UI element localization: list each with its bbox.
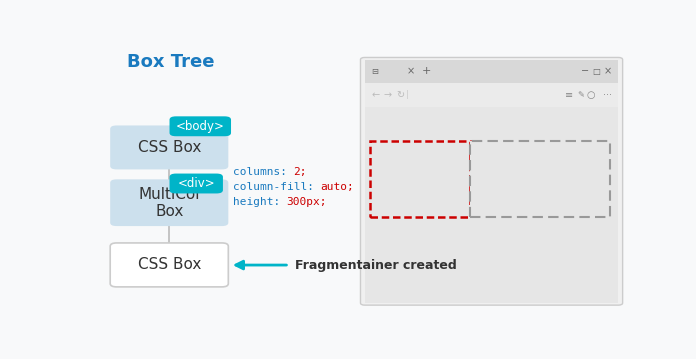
Text: →: →: [383, 90, 392, 100]
Text: MultiCol
Box: MultiCol Box: [139, 187, 200, 219]
Text: column-fill:: column-fill:: [232, 182, 320, 192]
Text: □: □: [592, 67, 601, 76]
Text: Box Tree: Box Tree: [127, 53, 214, 71]
Text: height:: height:: [232, 197, 287, 207]
Text: ×: ×: [406, 66, 415, 76]
FancyBboxPatch shape: [361, 57, 623, 305]
Bar: [370, 141, 470, 217]
Text: ↻: ↻: [396, 90, 404, 100]
FancyBboxPatch shape: [110, 125, 228, 169]
Text: <div>: <div>: [177, 177, 215, 190]
FancyBboxPatch shape: [110, 180, 228, 226]
Text: −: −: [580, 66, 589, 76]
FancyBboxPatch shape: [170, 116, 231, 136]
Text: ×: ×: [603, 66, 612, 76]
Text: ✎: ✎: [577, 90, 585, 99]
Text: auto;: auto;: [320, 182, 354, 192]
Text: 300px;: 300px;: [287, 197, 327, 207]
Text: ○: ○: [587, 90, 595, 100]
Text: Fragmentainer created: Fragmentainer created: [294, 258, 457, 271]
FancyBboxPatch shape: [170, 173, 223, 194]
Text: columns:: columns:: [232, 167, 294, 177]
Text: |: |: [406, 90, 409, 99]
Bar: [365, 83, 618, 107]
Text: CSS Box: CSS Box: [138, 140, 201, 155]
Bar: [470, 141, 610, 217]
Bar: [365, 60, 618, 83]
Text: ≡: ≡: [565, 90, 574, 100]
Text: 2;: 2;: [294, 167, 307, 177]
Text: ←: ←: [371, 90, 379, 100]
Text: +: +: [422, 66, 432, 76]
Text: <body>: <body>: [176, 120, 225, 133]
FancyBboxPatch shape: [110, 243, 228, 287]
Text: CSS Box: CSS Box: [138, 257, 201, 272]
Bar: [365, 107, 618, 303]
Text: ⊟: ⊟: [371, 67, 378, 76]
Text: ···: ···: [603, 90, 612, 100]
